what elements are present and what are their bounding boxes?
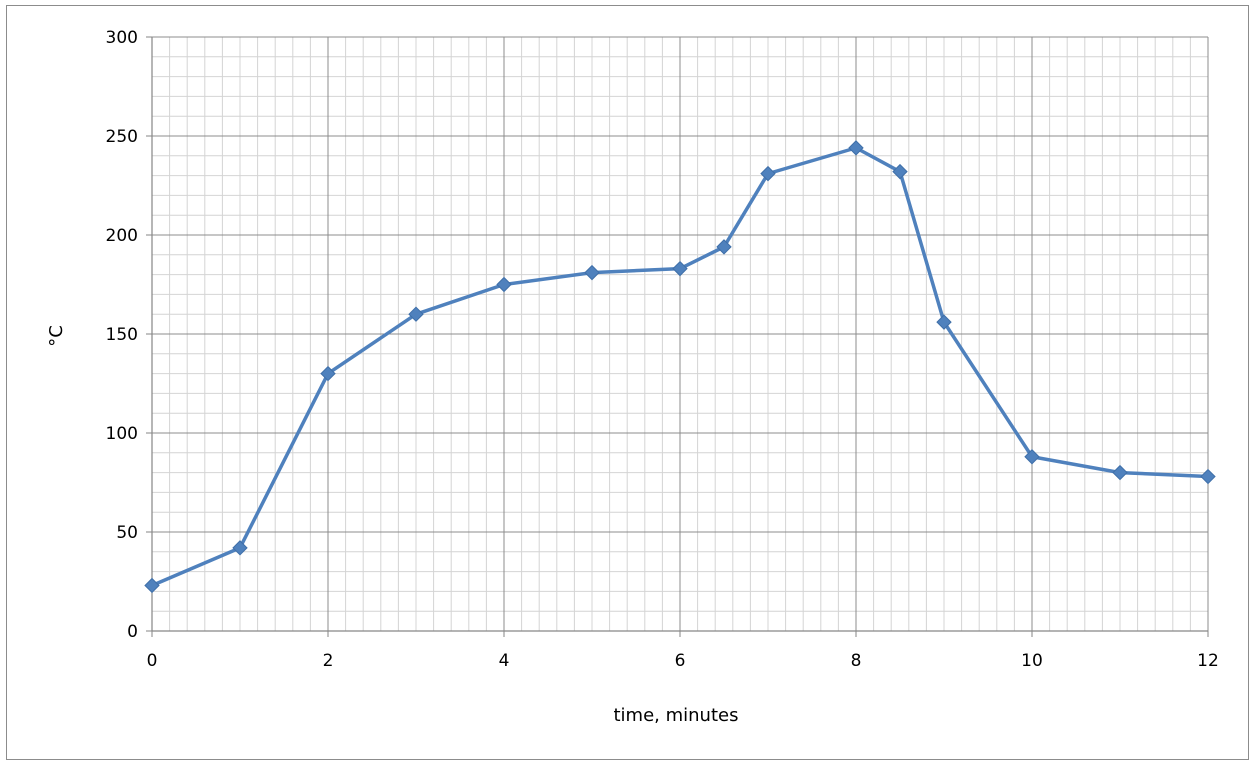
data-point-marker (496, 276, 512, 293)
data-series (144, 140, 1216, 594)
x-tick-label: 0 (147, 651, 158, 671)
data-point-marker (936, 314, 952, 330)
x-tick-label: 6 (675, 651, 686, 671)
y-tick-label: 200 (106, 226, 138, 246)
x-tick-label: 8 (851, 651, 862, 671)
axes (146, 36, 1209, 637)
major-gridlines (151, 36, 1209, 632)
y-tick-label: 0 (127, 622, 138, 642)
x-axis-tick-labels: 0 2 4 6 8 10 12 (147, 651, 1219, 671)
x-axis-title: time, minutes (614, 705, 739, 726)
data-point-marker (232, 540, 248, 556)
y-axis-title: °C (46, 325, 67, 347)
y-tick-label: 50 (116, 523, 138, 543)
data-point-marker (892, 163, 908, 180)
data-point-marker (1200, 468, 1216, 485)
data-point-marker (584, 264, 600, 281)
y-tick-label: 150 (106, 325, 138, 345)
data-point-marker (672, 260, 688, 277)
y-tick-label: 250 (106, 127, 138, 147)
data-point-marker (1024, 449, 1040, 465)
y-axis-tick-labels: 0 50 100 150 200 250 300 (106, 28, 138, 642)
y-tick-label: 300 (106, 28, 138, 48)
data-point-marker (408, 306, 424, 322)
data-point-marker (144, 577, 160, 594)
data-point-marker (848, 140, 864, 156)
x-tick-label: 12 (1197, 651, 1219, 671)
data-point-marker (760, 165, 776, 182)
data-point-marker (320, 365, 336, 382)
data-point-marker (716, 239, 732, 255)
x-tick-label: 4 (499, 651, 510, 671)
x-tick-label: 2 (323, 651, 334, 671)
y-tick-label: 100 (106, 424, 138, 444)
x-tick-label: 10 (1021, 651, 1043, 671)
data-point-marker (1112, 464, 1128, 481)
